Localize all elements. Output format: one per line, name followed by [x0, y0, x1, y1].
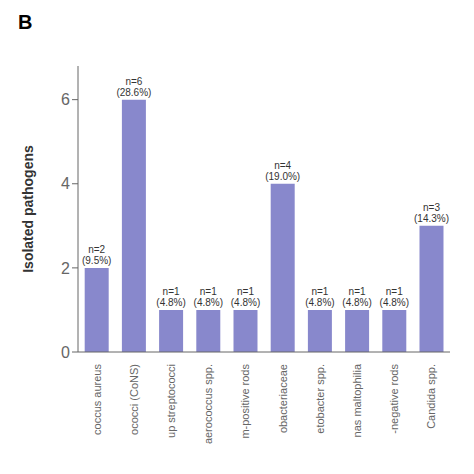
svg-text:Candida spp.: Candida spp.: [425, 364, 437, 429]
svg-text:6: 6: [61, 91, 70, 108]
svg-text:etobacter spp.: etobacter spp.: [314, 364, 326, 434]
svg-text:m-positive rods: m-positive rods: [239, 364, 251, 439]
svg-text:n=4(19.0%): n=4(19.0%): [265, 160, 300, 182]
svg-text:n=1(4.8%): n=1(4.8%): [156, 286, 185, 308]
svg-text:n=1(4.8%): n=1(4.8%): [380, 286, 409, 308]
svg-text:2: 2: [61, 260, 70, 277]
svg-text:-negative rods: -negative rods: [388, 364, 400, 434]
svg-text:Isolated pathogens: Isolated pathogens: [20, 145, 36, 273]
svg-text:nas maltophilia: nas maltophilia: [351, 363, 363, 437]
svg-text:up streptococci: up streptococci: [165, 364, 177, 438]
svg-text:coccus aureus: coccus aureus: [91, 364, 103, 435]
svg-text:n=3(14.3%): n=3(14.3%): [414, 202, 449, 224]
svg-text:aerococcus spp.: aerococcus spp.: [202, 364, 214, 444]
svg-text:n=1(4.8%): n=1(4.8%): [194, 286, 223, 308]
svg-text:4: 4: [61, 175, 70, 192]
svg-text:n=1(4.8%): n=1(4.8%): [305, 286, 334, 308]
svg-text:n=1(4.8%): n=1(4.8%): [342, 286, 371, 308]
svg-text:obacteriaceae: obacteriaceae: [277, 364, 289, 433]
svg-text:n=6(28.6%): n=6(28.6%): [116, 76, 151, 98]
svg-text:0: 0: [61, 344, 70, 361]
svg-text:n=2(9.5%): n=2(9.5%): [82, 244, 111, 266]
html-text:B: B: [18, 11, 33, 33]
svg-text:ococci (CoNS): ococci (CoNS): [128, 364, 140, 435]
svg-text:n=1(4.8%): n=1(4.8%): [231, 286, 260, 308]
